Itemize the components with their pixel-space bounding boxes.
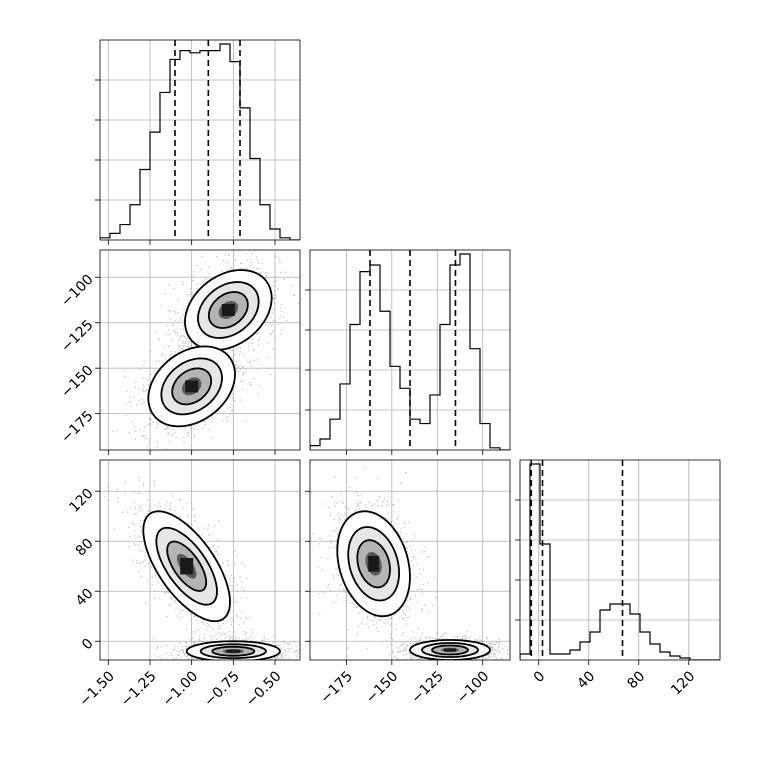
x-tick-label: −175 [317, 668, 356, 707]
contour-2-3 [211, 645, 256, 657]
density-peak-2 [444, 648, 456, 652]
x-tick-label: −0.50 [243, 668, 285, 710]
contour-2-1 [409, 639, 491, 660]
contour-1-3 [356, 539, 391, 589]
contour-2-3 [431, 644, 469, 656]
hist-panel-3 [515, 459, 721, 665]
hist-frame-1 [99, 39, 301, 241]
contour-1-1 [142, 510, 231, 623]
density-peak-1 [221, 304, 235, 316]
contour-1-1 [336, 510, 411, 618]
x-tick-label: −1.50 [76, 668, 118, 710]
density-peak-2 [185, 380, 199, 393]
density-peak-1 [180, 558, 194, 575]
density-peak-2 [226, 649, 241, 653]
contour-2-2 [160, 357, 223, 416]
pair-panel-1 [95, 249, 301, 455]
hist-frame-3 [519, 459, 721, 661]
x-tick-label: 40 [574, 668, 598, 692]
pair-frame-2 [99, 459, 301, 661]
x-tick-label: 120 [668, 668, 698, 698]
density-peak-1 [368, 555, 380, 572]
histogram-3 [520, 463, 720, 660]
y-tick-label: 80 [73, 536, 97, 560]
pair-content-1 [100, 250, 300, 450]
pair-content-2 [100, 460, 300, 660]
y-tick-label: 0 [79, 636, 97, 654]
contour-1-3 [166, 540, 208, 592]
histogram-1 [100, 43, 300, 240]
pair-panel-2 [95, 459, 301, 665]
pair-panel-3 [305, 459, 511, 665]
x-tick-label: 80 [624, 668, 648, 692]
contour-1-1 [184, 269, 273, 351]
y-tick-label: −175 [58, 408, 97, 447]
pair-frame-3 [309, 459, 511, 661]
hist-frame-2 [309, 249, 511, 451]
x-tick-label: −0.75 [201, 668, 243, 710]
x-tick-label: −1.00 [160, 668, 202, 710]
x-tick-label: −150 [363, 668, 402, 707]
y-tick-label: 120 [66, 486, 96, 516]
contour-1-2 [197, 281, 260, 339]
contour-1-3 [207, 291, 249, 329]
x-tick-label: −100 [454, 668, 493, 707]
x-tick-label: −125 [408, 668, 447, 707]
y-tick-label: 40 [73, 586, 97, 610]
pair-frame-1 [99, 249, 301, 451]
hist-panel-2 [305, 249, 511, 455]
y-tick-label: −150 [58, 363, 97, 402]
y-tick-label: −100 [58, 272, 97, 311]
contour-2-2 [421, 642, 479, 658]
y-tick-label: −125 [58, 317, 97, 356]
x-tick-label: 0 [531, 668, 549, 686]
contour-1-2 [347, 526, 401, 602]
contour-2-2 [199, 643, 267, 660]
contour-2-1 [147, 345, 236, 428]
x-tick-label: −1.25 [118, 668, 160, 710]
contour-2-3 [171, 367, 213, 406]
histogram-2 [310, 253, 510, 450]
contour-1-2 [155, 526, 218, 606]
hist-panel-1 [95, 39, 301, 245]
pair-content-3 [310, 460, 510, 660]
